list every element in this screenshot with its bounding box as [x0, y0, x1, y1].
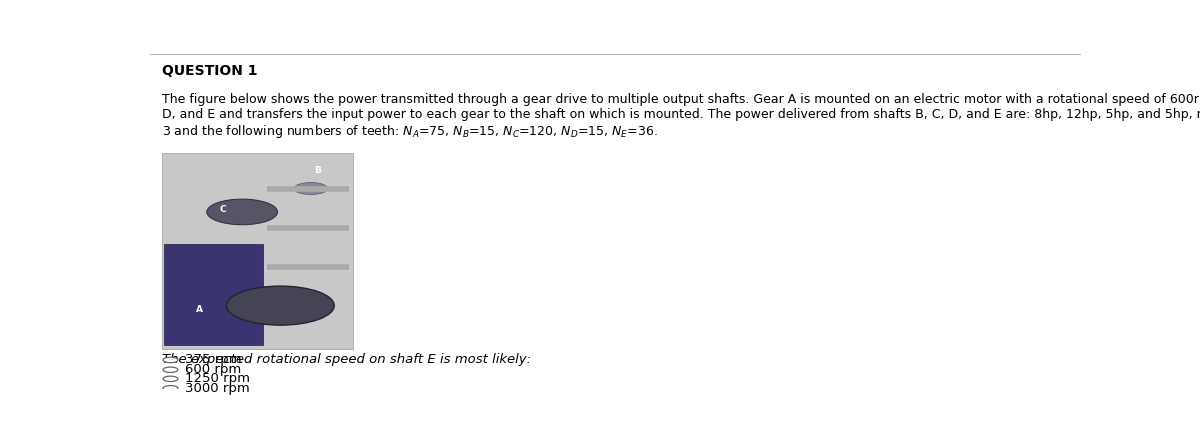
Text: D, and E and transfers the input power to each gear to the shaft on which is mou: D, and E and transfers the input power t… [162, 108, 1200, 121]
Text: 375 rpm: 375 rpm [185, 354, 242, 367]
Circle shape [163, 367, 178, 372]
Circle shape [206, 199, 277, 225]
FancyBboxPatch shape [164, 244, 263, 345]
Text: The expected rotational speed on shaft E is most likely:: The expected rotational speed on shaft E… [162, 353, 532, 366]
Circle shape [294, 183, 328, 194]
Text: C: C [220, 205, 226, 215]
Circle shape [227, 286, 335, 325]
Text: 1250 rpm: 1250 rpm [185, 372, 251, 385]
Circle shape [163, 376, 178, 382]
FancyBboxPatch shape [162, 153, 353, 349]
Text: 600 rpm: 600 rpm [185, 363, 241, 376]
Text: QUESTION 1: QUESTION 1 [162, 64, 258, 78]
Text: A: A [197, 305, 204, 314]
Circle shape [163, 357, 178, 363]
Text: B: B [314, 166, 322, 175]
Text: 3 and the following numbers of teeth: $N_A$=75, $N_B$=15, $N_C$=120, $N_D$=15, $: 3 and the following numbers of teeth: $N… [162, 123, 658, 140]
Text: The figure below shows the power transmitted through a gear drive to multiple ou: The figure below shows the power transmi… [162, 93, 1200, 106]
Circle shape [163, 385, 178, 391]
Text: 3000 rpm: 3000 rpm [185, 382, 250, 395]
